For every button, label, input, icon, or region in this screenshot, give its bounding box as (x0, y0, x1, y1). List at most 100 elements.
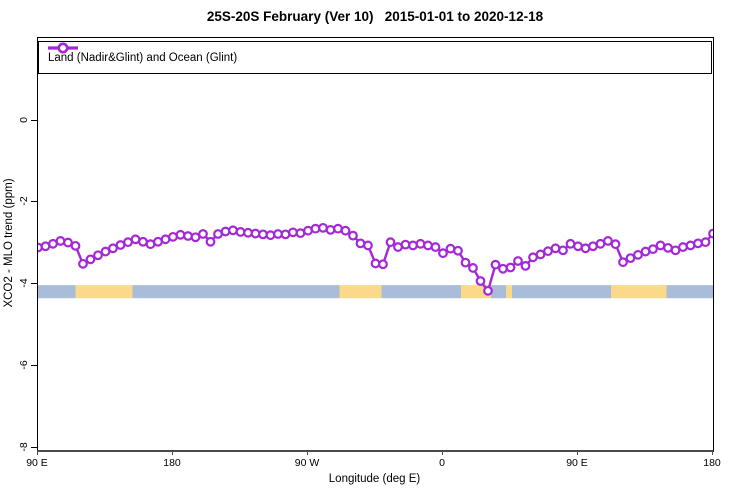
x-tick-mark (441, 450, 443, 455)
y-axis-label: XCO2 - MLO trend (ppm) (3, 178, 15, 308)
data-point-marker (378, 259, 388, 270)
data-point-marker (258, 229, 268, 240)
data-point-marker (265, 230, 276, 241)
surface-band-land (75, 285, 133, 299)
data-point-marker (693, 238, 703, 249)
surface-band-land (461, 285, 491, 299)
data-point-marker (348, 230, 358, 241)
data-point-marker (408, 240, 418, 251)
data-point-marker (250, 228, 261, 239)
surface-band-land (506, 285, 512, 299)
data-point-marker (78, 258, 88, 269)
plot-area: Land (Nadir&Glint) and Ocean (Glint) (37, 37, 714, 452)
legend: Land (Nadir&Glint) and Ocean (Glint) (38, 41, 712, 74)
surface-band-ocean (132, 285, 340, 299)
data-point-marker (618, 257, 628, 268)
data-point-marker (100, 246, 111, 257)
x-tick-mark (171, 450, 173, 455)
data-point-marker (93, 250, 103, 261)
data-point-marker (415, 238, 426, 249)
x-tick-label: 0 (439, 457, 445, 469)
surface-band-ocean (512, 285, 611, 299)
data-point-marker (385, 237, 396, 248)
surface-band-land (611, 285, 667, 299)
data-point-marker (460, 257, 471, 268)
data-point-marker (325, 224, 336, 235)
data-point-marker (648, 244, 658, 255)
x-tick-label: 90 W (294, 457, 320, 469)
data-point-marker (678, 242, 688, 252)
data-point-marker (468, 263, 478, 273)
data-point-marker (423, 240, 433, 251)
data-point-marker (490, 259, 501, 270)
data-point-marker (220, 226, 231, 237)
y-tick-mark (31, 365, 37, 367)
data-point-marker (700, 237, 711, 248)
data-point-marker (535, 249, 546, 260)
data-point-marker (340, 225, 351, 236)
data-point-marker (310, 223, 321, 234)
data-point-marker (610, 239, 621, 250)
surface-band-ocean (491, 285, 506, 299)
chart-title: 25S-20S February (Ver 10) 2015-01-01 to … (206, 9, 544, 24)
data-point-marker (513, 256, 523, 266)
data-point-marker (520, 260, 531, 271)
data-point-marker (505, 262, 516, 273)
x-tick-mark (711, 450, 713, 455)
data-point-marker (228, 225, 238, 236)
data-point-marker (483, 285, 493, 296)
data-point-marker (63, 237, 73, 248)
data-point-marker (235, 227, 246, 237)
data-point-marker (430, 242, 441, 252)
y-tick-label: -4 (18, 278, 30, 288)
data-point-marker (708, 228, 713, 239)
data-point-marker (205, 236, 216, 247)
y-tick-label: -8 (18, 442, 30, 452)
data-point-marker (175, 229, 186, 240)
surface-band-land (339, 285, 382, 299)
data-point-marker (85, 254, 96, 265)
data-point-marker (625, 253, 636, 264)
y-tick-label: -6 (18, 360, 30, 370)
surface-band-ocean (666, 285, 713, 299)
data-point-marker (400, 239, 411, 250)
y-tick-label: 0 (18, 116, 30, 123)
y-tick-label: -2 (18, 196, 30, 207)
data-point-marker (475, 276, 486, 286)
data-point-marker (453, 245, 463, 256)
y-tick-mark (31, 119, 37, 121)
surface-band-ocean (38, 285, 76, 299)
y-tick-mark (31, 446, 37, 448)
data-point-marker (633, 249, 643, 260)
data-point-marker (558, 245, 568, 256)
data-point-marker (498, 263, 508, 274)
data-point-marker (190, 232, 201, 243)
x-tick-label: 90 E (566, 457, 588, 469)
data-point-marker (243, 227, 253, 238)
data-point-marker (363, 240, 373, 251)
x-tick-label: 180 (163, 457, 181, 469)
data-point-marker (370, 258, 381, 269)
data-point-marker (670, 245, 681, 256)
data-point-marker (70, 240, 81, 251)
data-point-marker (288, 227, 298, 238)
x-tick-mark (576, 450, 578, 455)
surface-band-ocean (381, 285, 461, 299)
data-point-marker (108, 243, 118, 254)
x-axis-label: Longitude (deg E) (328, 473, 421, 485)
legend-label: Land (Nadir&Glint) and Ocean (Glint) (48, 51, 238, 64)
x-tick-mark (306, 450, 308, 455)
data-point-marker (198, 229, 208, 239)
y-tick-mark (31, 283, 37, 285)
x-tick-mark (36, 450, 38, 455)
data-point-marker (438, 248, 448, 259)
data-point-marker (603, 236, 613, 246)
x-tick-label: 180 (703, 457, 721, 469)
data-point-marker (55, 236, 66, 246)
chart-canvas (38, 222, 713, 299)
legend-series-marker-icon (48, 42, 78, 54)
x-tick-label: 90 E (26, 457, 48, 469)
y-tick-mark (31, 201, 37, 203)
data-point-marker (183, 231, 193, 241)
